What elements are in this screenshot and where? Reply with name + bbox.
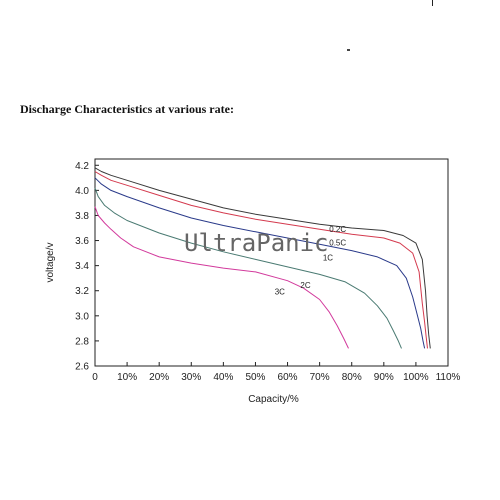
x-tick-label: 100% [403, 372, 429, 383]
x-tick-label: 70% [310, 372, 330, 383]
y-tick-label: 2.6 [75, 362, 89, 373]
stray-dot-mark [347, 49, 350, 51]
chart-axes: 0 10% 20% 30% 40% 50% 60% 70% 80% 90% 100% 110% 2.6 2… [75, 158, 461, 383]
series-label-2c: 2C [300, 281, 310, 290]
y-axis-title: voltage/v [45, 242, 56, 282]
series-label-0_2c: 0.2C [329, 225, 346, 234]
y-tick-label: 3.2 [75, 286, 89, 297]
y-tick-label: 3.8 [75, 211, 89, 222]
plot-frame [94, 158, 449, 367]
top-edge-mark [432, 0, 433, 6]
series-label-1c: 1C [323, 254, 333, 263]
y-tick-label: 2.8 [75, 336, 89, 347]
x-tick-label: 30% [181, 372, 201, 383]
chart-series [94, 167, 431, 349]
page-heading: Discharge Characteristics at various rat… [20, 102, 234, 116]
y-tick-label: 3.0 [75, 311, 89, 322]
chart-curve-labels: 0.2C 0.5C 1C 2C 3C [275, 225, 347, 297]
y-tick-label: 3.6 [75, 236, 89, 247]
x-tick-label: 0 [92, 372, 98, 383]
x-tick-label: 110% [436, 372, 461, 383]
x-tick-label: 80% [342, 372, 362, 383]
y-tick-label: 3.4 [75, 261, 89, 272]
x-axis-title: Capacity/% [248, 394, 299, 405]
series-line-2c [94, 187, 402, 349]
watermark-text: UltraPanic [184, 229, 329, 257]
series-line-0_2c [94, 167, 431, 349]
series-label-3c: 3C [275, 287, 285, 296]
series-line-1c [94, 177, 426, 349]
x-tick-label: 20% [149, 372, 169, 383]
y-tick-label: 4.2 [75, 161, 89, 172]
series-line-3c [94, 206, 349, 349]
x-tick-label: 40% [213, 372, 233, 383]
series-line-0_5c [94, 171, 428, 349]
x-tick-label: 50% [245, 372, 265, 383]
y-tick-label: 4.0 [75, 186, 89, 197]
x-tick-label: 60% [278, 372, 298, 383]
series-label-0_5c: 0.5C [329, 239, 346, 248]
x-tick-label: 10% [117, 372, 137, 383]
x-tick-label: 90% [374, 372, 394, 383]
